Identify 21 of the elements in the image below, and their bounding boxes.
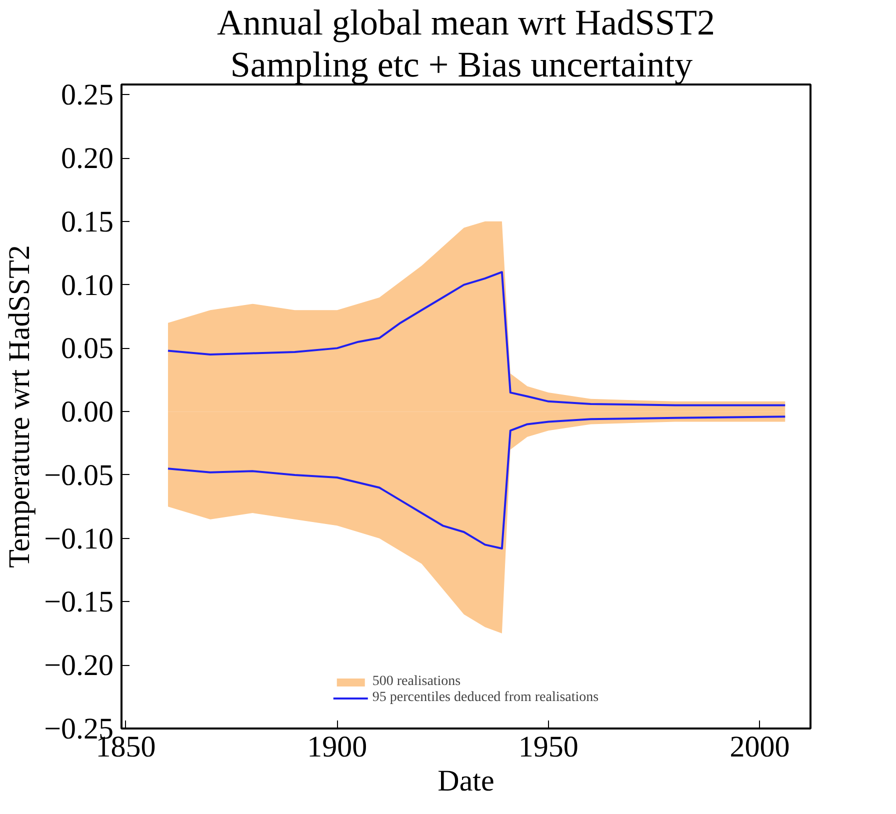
- x-tick-label: 1900: [307, 730, 368, 764]
- y-tick-label: 0.15: [61, 205, 114, 238]
- line-series: [166, 271, 786, 406]
- y-tick-label: −0.20: [44, 649, 114, 682]
- legend-label: 500 realisations: [372, 674, 461, 690]
- y-tick-label: −0.15: [44, 586, 114, 619]
- chart-title: Annual global mean wrt HadSST2: [217, 2, 715, 42]
- x-axis-title: Date: [438, 764, 494, 798]
- y-tick-label: 0.10: [61, 268, 114, 302]
- y-tick-label: −0.05: [44, 458, 114, 492]
- line-series: [166, 416, 786, 550]
- y-tick-label: 0.20: [61, 142, 114, 176]
- x-tick-label: 1950: [518, 730, 578, 764]
- y-tick-label: 0.00: [61, 396, 114, 429]
- x-tick-label: 2000: [730, 730, 790, 764]
- y-tick-label: −0.10: [44, 522, 114, 556]
- legend-label: 95 percentiles deduced from realisations: [372, 690, 599, 706]
- y-tick-label: 0.05: [61, 332, 114, 366]
- y-tick-label: 0.25: [61, 78, 114, 112]
- y-axis-title: Temperature wrt HadSST2: [3, 245, 36, 568]
- chart-subtitle: Sampling etc + Bias uncertainty: [230, 44, 693, 84]
